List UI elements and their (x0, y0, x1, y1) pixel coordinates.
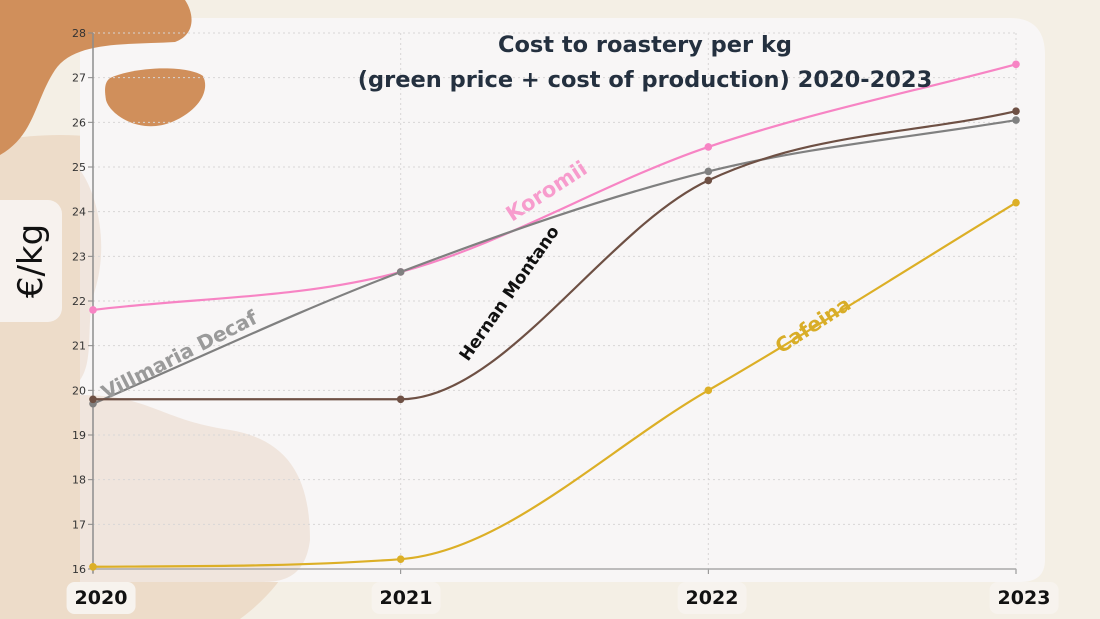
data-point-cafeina (1012, 198, 1020, 207)
data-point-hernan-montano (396, 395, 405, 404)
y-tick-labels: 16 17 18 19 20 21 22 23 24 25 26 27 28 (72, 27, 86, 576)
data-point-hernan-montano (704, 176, 713, 185)
data-point-villmaria-decaf (1012, 116, 1020, 124)
y-tick-label: 25 (72, 161, 86, 174)
y-tick-label: 21 (72, 340, 86, 353)
data-point-hernan-montano (1012, 107, 1020, 115)
axes (88, 32, 1017, 574)
y-tick-label: 28 (72, 27, 86, 40)
series-line-cafeina (91, 201, 1018, 568)
series-lines (91, 63, 1018, 568)
data-point-cafeina (704, 386, 713, 395)
y-tick-label: 17 (72, 518, 86, 531)
series-label-cafeina: Cafeina (771, 292, 855, 358)
y-tick-label: 27 (72, 72, 86, 85)
data-point-koromii (89, 306, 97, 314)
data-point-cafeina (89, 562, 97, 571)
dark-blob-shape (0, 0, 192, 155)
y-tick-label: 22 (72, 295, 86, 308)
light-blob-overlay (80, 395, 310, 582)
grid-lines (93, 32, 1017, 569)
chart-title: Cost to roastery per kg (497, 32, 793, 58)
data-point-cafeina (396, 555, 405, 563)
chart-subtitle: (green price + cost of production) 2020-… (357, 67, 933, 93)
data-point-koromii (704, 143, 713, 151)
data-point-villmaria-decaf (396, 268, 405, 276)
y-axis-label-box: €/kg (0, 200, 62, 322)
x-tick-label: 2022 (677, 582, 747, 614)
chart-title-block: Cost to roastery per kg (green price + c… (240, 28, 1050, 98)
data-point-villmaria-decaf (704, 167, 713, 176)
y-tick-label: 16 (72, 563, 86, 576)
y-tick-label: 26 (72, 116, 86, 129)
series-line-villmaria-decaf (91, 119, 1018, 405)
data-point-koromii (1012, 60, 1020, 69)
y-tick-label: 23 (72, 250, 86, 263)
series-label-hernan-montano: Hernan Montano (456, 222, 564, 364)
series-line-hernan-montano (91, 110, 1018, 401)
x-tick-label: 2021 (371, 582, 441, 614)
x-tick-label: 2023 (989, 582, 1059, 614)
series-points (89, 60, 1020, 571)
small-dark-blob (105, 68, 206, 127)
y-tick-label: 19 (72, 429, 86, 442)
y-tick-label: 24 (72, 206, 86, 219)
series-line-koromii (91, 63, 1018, 312)
x-tick-label: 2020 (66, 582, 136, 614)
y-axis-label: €/kg (11, 223, 52, 299)
light-blob-overlay-top (80, 170, 102, 380)
y-tick-label: 20 (72, 384, 86, 397)
y-tick-label: 18 (72, 474, 86, 487)
data-point-hernan-montano (89, 395, 97, 404)
series-label-villmaria-decaf: Villmaria Decaf (97, 305, 261, 404)
